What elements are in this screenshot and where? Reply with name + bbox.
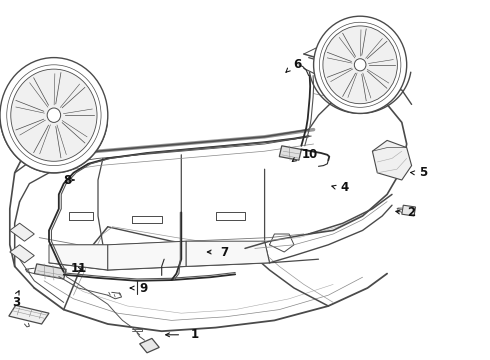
Text: 4: 4	[341, 181, 349, 194]
Polygon shape	[402, 205, 416, 216]
Ellipse shape	[47, 108, 61, 122]
Polygon shape	[186, 241, 270, 266]
Text: 2: 2	[407, 206, 415, 219]
Ellipse shape	[323, 26, 397, 104]
Text: 11: 11	[71, 262, 87, 275]
Text: 1: 1	[191, 328, 199, 341]
Text: 5: 5	[419, 166, 427, 179]
Polygon shape	[372, 140, 412, 180]
Polygon shape	[10, 245, 34, 263]
Ellipse shape	[0, 58, 108, 173]
Text: 6: 6	[293, 58, 301, 71]
Text: 10: 10	[301, 148, 318, 161]
Text: 7: 7	[220, 246, 229, 258]
Polygon shape	[34, 264, 66, 279]
Text: 9: 9	[140, 282, 148, 294]
Ellipse shape	[314, 16, 407, 113]
Ellipse shape	[11, 69, 97, 161]
Ellipse shape	[7, 65, 101, 166]
Ellipse shape	[354, 59, 366, 71]
Polygon shape	[49, 245, 108, 270]
Polygon shape	[10, 223, 34, 241]
Ellipse shape	[319, 22, 401, 107]
Polygon shape	[140, 338, 159, 353]
Polygon shape	[279, 146, 301, 160]
Polygon shape	[108, 241, 186, 270]
Text: 8: 8	[64, 174, 72, 186]
Polygon shape	[9, 305, 49, 324]
Text: 3: 3	[12, 296, 21, 309]
